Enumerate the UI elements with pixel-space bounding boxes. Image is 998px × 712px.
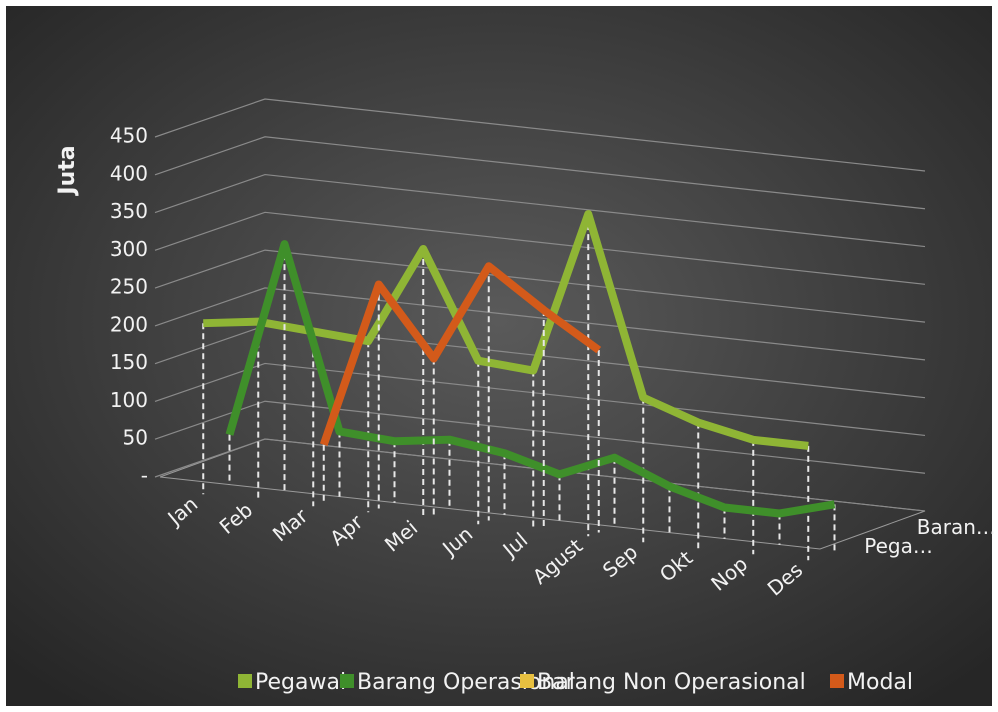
legend-label: Barang Non Operasional: [537, 670, 806, 695]
grid-line: [154, 362, 926, 437]
y-tick-label: 300: [110, 237, 148, 261]
legend-swatch: [340, 674, 354, 688]
grid-line: [154, 438, 926, 512]
y-tick-label: 250: [110, 275, 148, 299]
grid-line: [154, 287, 926, 361]
legend-label: Pegawai: [255, 670, 346, 695]
y-tick-label: 450: [110, 124, 148, 148]
series-line: [319, 262, 602, 447]
y-tick-label: 150: [110, 350, 148, 374]
y-tick-label: 100: [110, 388, 148, 412]
chart-area: [6, 6, 992, 706]
depth-tick-label: Pega…: [864, 534, 933, 558]
series-line: [203, 210, 809, 450]
grid-line: [154, 249, 926, 323]
grid-line: [154, 400, 926, 474]
legend-swatch: [238, 674, 252, 688]
grid-line: [154, 211, 926, 285]
legend-swatch: [520, 674, 534, 688]
legend-label: Modal: [847, 670, 913, 695]
y-tick-label: 400: [110, 161, 148, 185]
y-tick-label: 50: [123, 426, 148, 450]
depth-tick-label: Baran…: [917, 515, 996, 539]
grid-line: [154, 98, 926, 172]
y-tick-label: 350: [110, 199, 148, 223]
y-axis-title: Juta: [55, 145, 80, 196]
legend-label: Barang Operasional: [357, 670, 575, 695]
series-line: [225, 240, 836, 518]
y-tick-label: 200: [110, 312, 148, 336]
grid-line: [154, 173, 926, 248]
legend-swatch: [830, 674, 844, 688]
grid-line: [154, 136, 926, 210]
y-tick-label: -: [141, 464, 148, 488]
